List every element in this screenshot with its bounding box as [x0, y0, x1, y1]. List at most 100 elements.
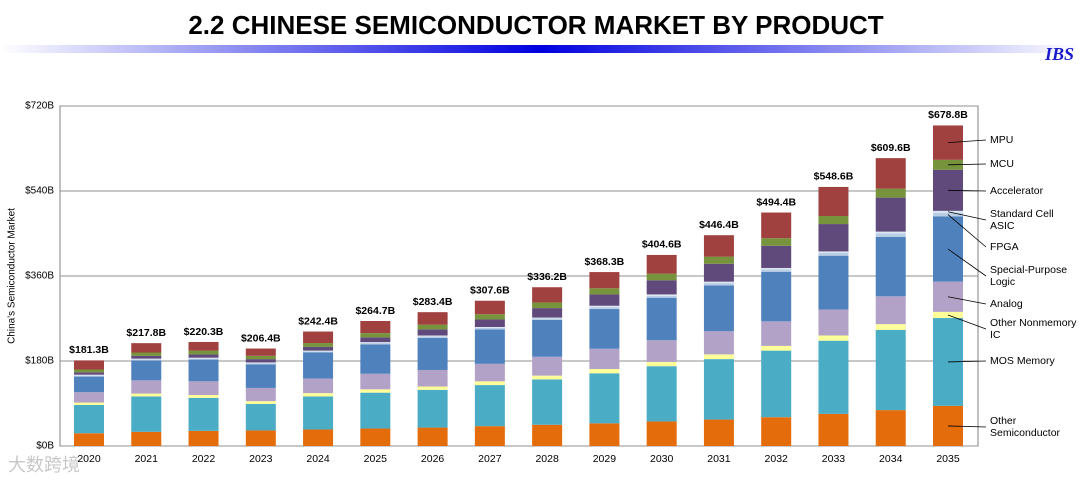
bar-segment: [589, 309, 620, 349]
y-tick-label: $360B: [25, 271, 54, 282]
total-label: $217.8B: [126, 327, 166, 339]
total-label: $368.3B: [585, 256, 625, 268]
legend-leader: [947, 314, 987, 330]
bar-segment: [589, 305, 620, 308]
bar-segment: [589, 348, 620, 370]
legend-leader: [947, 163, 987, 166]
bar-segment: [303, 350, 334, 352]
bar-segment: [360, 392, 391, 429]
bar-segment: [417, 329, 448, 336]
x-tick-label: 2032: [765, 453, 789, 465]
bar-segment: [532, 308, 563, 318]
bar-segment: [761, 350, 792, 418]
bar-segment: [131, 343, 162, 353]
bar-segment: [532, 356, 563, 376]
total-label: $206.4B: [241, 332, 281, 344]
bar-segment: [474, 363, 505, 382]
bar-segment: [818, 255, 849, 310]
bar-segment: [933, 311, 963, 319]
bar-segment: [245, 355, 276, 360]
bar-segment: [703, 235, 734, 257]
bar-segment: [417, 324, 448, 330]
bar-segment: [875, 231, 906, 234]
x-tick-label: 2021: [135, 453, 159, 465]
legend-leader: [947, 425, 987, 428]
bar-segment: [532, 379, 563, 425]
bar-segment: [417, 312, 448, 325]
bar-segment: [589, 288, 620, 295]
bar-segment: [360, 428, 391, 446]
total-label: $264.7B: [355, 305, 395, 317]
bar-segment: [474, 426, 505, 446]
bar-segment: [303, 352, 334, 379]
bar-segment: [74, 369, 104, 373]
bar-segment: [474, 329, 505, 364]
bar-segment: [74, 360, 104, 370]
x-tick-label: 2022: [192, 453, 216, 465]
bar-segment: [474, 300, 505, 315]
legend-leader: [947, 139, 987, 144]
bar-segment: [646, 273, 677, 281]
title-rule: [0, 45, 1080, 53]
bar-segment: [131, 380, 162, 394]
bar-segment: [303, 378, 334, 394]
legend-leader: [947, 189, 987, 192]
bar-segment: [646, 294, 677, 296]
bar-segment: [646, 254, 677, 274]
legend-label: MPU: [990, 134, 1014, 146]
total-label: $446.4B: [699, 219, 739, 231]
x-tick-label: 2028: [535, 453, 559, 465]
x-tick-label: 2035: [936, 453, 960, 465]
bar-segment: [188, 359, 219, 382]
bar-segment: [245, 348, 276, 356]
bar-segment: [188, 350, 219, 355]
bar-segment: [646, 361, 677, 367]
bar-segment: [875, 236, 906, 297]
bar-segment: [360, 342, 391, 344]
bar-segment: [589, 272, 620, 289]
bar-segment: [532, 375, 563, 380]
logo: IBS: [1044, 44, 1074, 64]
bar-segment: [646, 297, 677, 341]
bar-segment: [589, 373, 620, 424]
bar-segment: [74, 372, 104, 375]
bar-segment: [761, 267, 792, 270]
bar-segment: [74, 374, 104, 376]
bar-segment: [761, 212, 792, 239]
legend-label: Other Nonmemory IC: [990, 317, 1077, 341]
legend-leader: [947, 248, 987, 277]
bar-segment: [933, 125, 963, 160]
y-tick-label: $720B: [25, 101, 54, 112]
bar-segment: [245, 359, 276, 363]
bar-segment: [74, 376, 104, 393]
bar-segment: [761, 345, 792, 351]
bar-segment: [818, 335, 849, 341]
bar-segment: [589, 294, 620, 306]
bar-segment: [646, 366, 677, 422]
bar-segment: [245, 363, 276, 365]
bar-segment: [646, 421, 677, 446]
total-label: $220.3B: [184, 326, 224, 338]
x-tick-label: 2029: [593, 453, 617, 465]
bar-segment: [360, 343, 391, 345]
bar-segment: [646, 340, 677, 362]
x-tick-label: 2031: [707, 453, 731, 465]
bar-segment: [131, 352, 162, 356]
page-title: 2.2 CHINESE SEMICONDUCTOR MARKET BY PROD…: [188, 10, 883, 40]
bar-segment: [532, 424, 563, 446]
total-label: $283.4B: [413, 296, 453, 308]
x-tick-label: 2025: [364, 453, 388, 465]
bar-segment: [360, 344, 391, 374]
bar-segment: [474, 327, 505, 328]
bar-segment: [417, 369, 448, 387]
bar-segment: [818, 216, 849, 225]
x-tick-label: 2024: [306, 453, 330, 465]
y-tick-label: $540B: [25, 186, 54, 197]
bar-segment: [532, 317, 563, 319]
y-tick-label: $0B: [36, 441, 54, 452]
bar-segment: [417, 389, 448, 428]
bar-segment: [474, 319, 505, 327]
bar-segment: [360, 337, 391, 343]
bar-segment: [303, 331, 334, 344]
